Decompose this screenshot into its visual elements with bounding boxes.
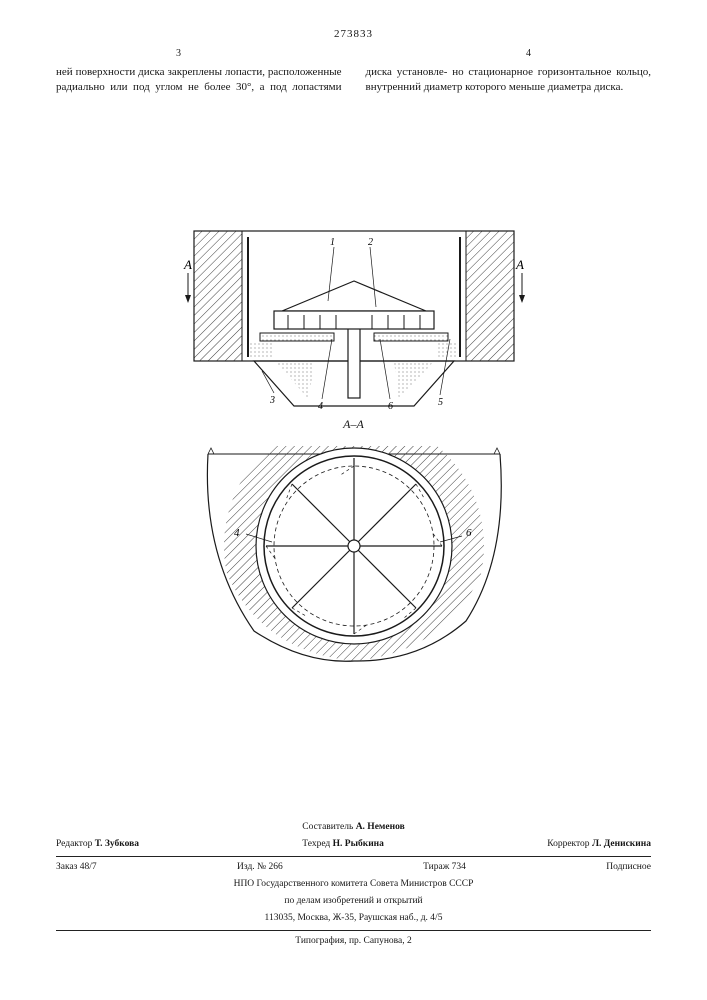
teched-label: Техред [302,839,330,849]
tirazh: Тираж 734 [423,861,466,874]
callout-3: 3 [269,395,275,406]
compiler-label: Составитель [302,822,353,832]
document-number: 273833 [56,28,651,40]
corrector-label: Корректор [547,839,589,849]
callout-4-plan: 4 [234,527,240,539]
column-number-right: 4 [526,48,531,59]
column-number-left: 3 [176,48,181,59]
figure-cross-section: А А [154,211,554,411]
podpisnoe: Подписное [606,861,651,874]
org-line-1: НПО Государственного комитета Совета Мин… [56,876,651,893]
typography-line: Типография, пр. Сапунова, 2 [56,933,651,950]
org-line-2: по делам изобретений и открытий [56,893,651,910]
callout-6-plan: 6 [466,527,472,539]
editor-name: Т. Зубкова [95,839,139,849]
section-marker-a-left: А [183,257,192,272]
address-line: 113035, Москва, Ж-35, Раушская наб., д. … [56,910,651,927]
compiler-name: А. Неменов [356,822,405,832]
callout-5: 5 [438,397,443,408]
edition-number: Изд. № 266 [237,861,283,874]
callout-1: 1 [330,237,335,248]
corrector-name: Л. Денискина [592,839,651,849]
section-label: А–А [56,417,651,432]
footer-block: Составитель А. Неменов Редактор Т. Зубко… [56,819,651,950]
section-marker-a-right: А [515,257,524,272]
callout-4: 4 [318,401,323,411]
order-number: Заказ 48/7 [56,861,97,874]
teched-name: Н. Рыбкина [333,839,384,849]
figure-plan-view: 4 6 [194,436,514,666]
callout-2: 2 [368,237,373,248]
body-text-columns: ней поверхности диска закреплены лопасти… [56,65,651,121]
callout-6: 6 [388,401,393,411]
figure-block: А А [56,211,651,666]
editor-label: Редактор [56,839,92,849]
